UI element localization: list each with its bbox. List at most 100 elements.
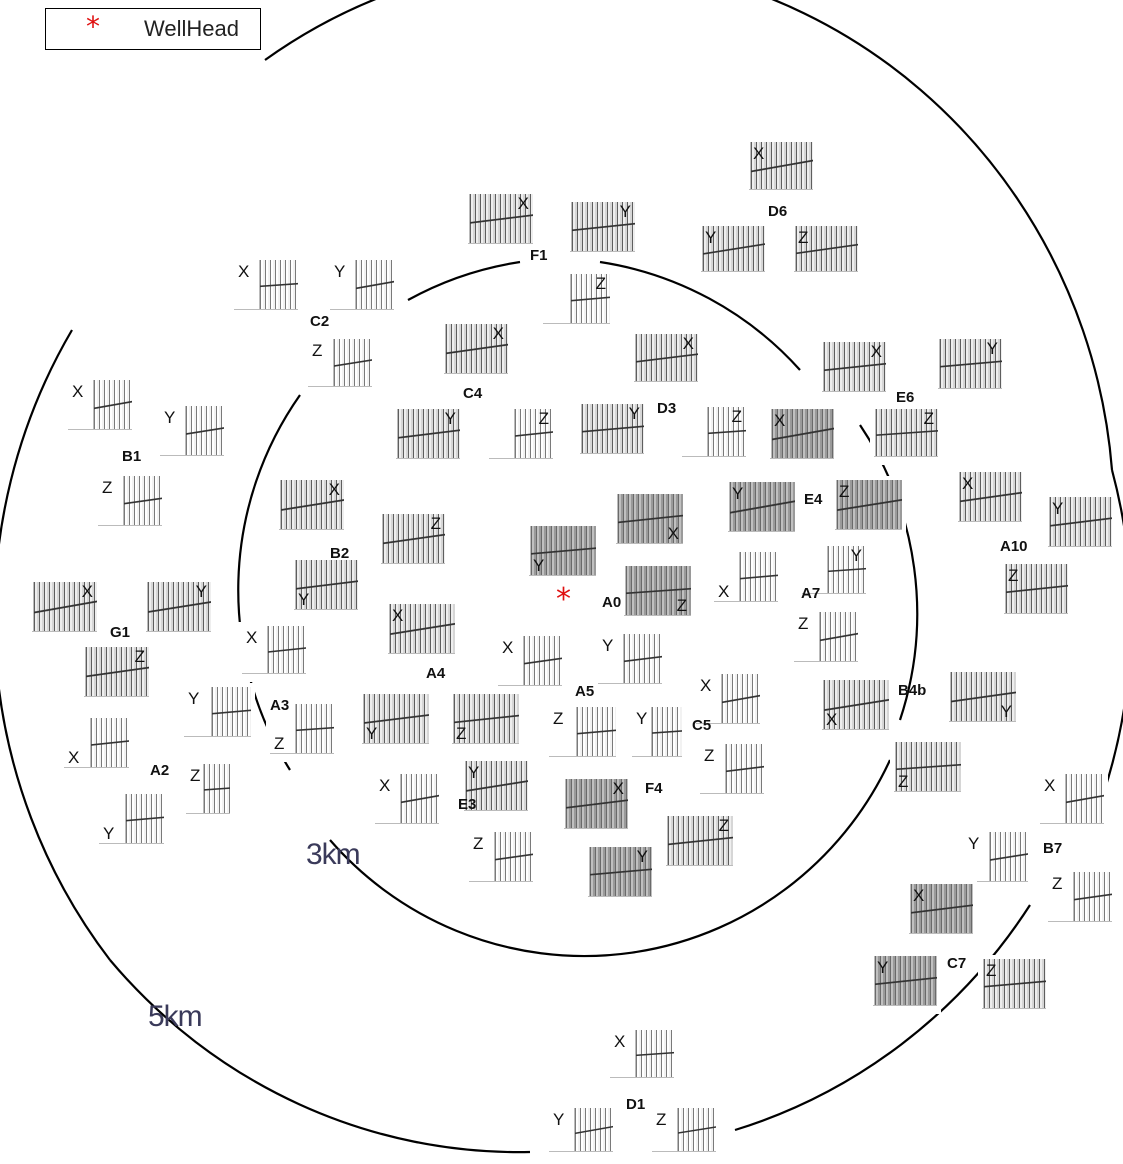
component-label: X <box>502 638 514 657</box>
component-label: Y <box>705 228 717 247</box>
seismogram-panel: Z <box>377 510 449 572</box>
seismogram-panel: Y <box>934 335 1006 397</box>
component-label: Z <box>430 514 441 533</box>
component-label: Z <box>898 772 909 791</box>
seismogram-panel: Y <box>1044 493 1116 555</box>
trace-plot <box>751 142 813 190</box>
station-label: C2 <box>310 313 330 330</box>
component-label: X <box>379 776 391 795</box>
seismogram-panel: Y <box>628 703 686 765</box>
axis-line <box>909 933 973 934</box>
seismogram-panel: Y <box>156 402 228 464</box>
axis-line <box>822 729 889 730</box>
trace-plot <box>34 582 97 632</box>
axis-line <box>635 1030 636 1078</box>
legend-label: WellHead <box>144 16 239 41</box>
axis-line <box>632 756 682 757</box>
axis-line <box>1048 546 1112 547</box>
trace-plot <box>524 636 562 686</box>
axis-line <box>827 546 828 594</box>
axis-line <box>211 687 212 737</box>
trace-plot <box>212 687 251 737</box>
trace-plot <box>572 202 635 252</box>
axis-line <box>819 612 820 662</box>
axis-line <box>469 881 533 882</box>
seismogram-panel: Y <box>525 522 600 584</box>
trace-plot <box>260 260 298 310</box>
axis-line <box>453 694 454 744</box>
component-label: X <box>614 1032 626 1051</box>
seismogram-panel: X <box>60 714 133 776</box>
axis-line <box>270 753 334 754</box>
seismogram-panel: Y <box>960 828 1032 890</box>
station-label: A10 <box>1000 538 1028 555</box>
component-label: Y <box>628 404 640 423</box>
axis-line <box>160 455 224 456</box>
component-label: X <box>392 606 404 625</box>
trace-plot <box>1066 774 1104 824</box>
station-label: A4 <box>426 665 446 682</box>
trace-plot <box>990 832 1028 882</box>
trace-plot <box>984 959 1046 1009</box>
component-label: X <box>328 480 340 499</box>
seismogram-panel: X <box>1036 770 1108 832</box>
station-label: C5 <box>692 717 712 734</box>
component-label: X <box>774 411 786 430</box>
component-label: Y <box>195 582 207 601</box>
wellhead-legend-icon: * <box>86 10 100 43</box>
component-label: Z <box>704 746 715 765</box>
trace-plot <box>91 718 129 768</box>
axis-line <box>623 634 624 684</box>
axis-line <box>771 409 772 459</box>
station-label: A3 <box>270 697 290 714</box>
axis-line <box>381 563 445 564</box>
axis-line <box>564 828 628 829</box>
axis-line <box>32 631 97 632</box>
trace-plot <box>740 552 778 602</box>
seismogram-panel: Z <box>80 643 153 705</box>
axis-line <box>964 881 1028 882</box>
trace-plot <box>708 407 746 457</box>
axis-line <box>280 480 281 530</box>
axis-line <box>330 309 394 310</box>
axis-line <box>725 744 726 794</box>
axis-line <box>396 458 460 459</box>
wellhead-marker: * <box>556 582 571 617</box>
axis-line <box>794 661 858 662</box>
axis-line <box>494 832 495 882</box>
axis-line <box>1040 823 1104 824</box>
seismogram-panel: Z <box>182 760 234 822</box>
axis-line <box>822 391 886 392</box>
axis-line <box>729 482 730 532</box>
component-label: X <box>962 474 974 493</box>
axis-line <box>125 794 126 844</box>
seismogram-panel: X <box>230 256 302 318</box>
component-label: Y <box>850 546 862 565</box>
axis-line <box>84 696 149 697</box>
component-label: Y <box>164 408 176 427</box>
trace-plot <box>837 480 902 530</box>
trace-plot <box>590 847 652 897</box>
axis-line <box>389 604 390 654</box>
axis-line <box>375 823 439 824</box>
station-label: D1 <box>626 1096 646 1113</box>
station-label: E6 <box>896 389 915 406</box>
axis-line <box>530 526 531 576</box>
component-label: Z <box>312 341 323 360</box>
axis-line <box>400 774 401 824</box>
component-label: Y <box>636 709 648 728</box>
trace-plot <box>1006 564 1068 614</box>
axis-line <box>667 816 668 866</box>
component-label: X <box>517 194 529 213</box>
axis-line <box>682 456 746 457</box>
axis-line <box>295 560 296 610</box>
axis-line <box>382 514 383 564</box>
component-label: X <box>682 334 694 353</box>
component-label: Y <box>188 689 200 708</box>
station-label: C4 <box>463 385 483 402</box>
axis-line <box>875 409 876 457</box>
axis-line <box>184 736 251 737</box>
trace-plot <box>618 494 683 544</box>
component-label: Y <box>619 202 631 221</box>
